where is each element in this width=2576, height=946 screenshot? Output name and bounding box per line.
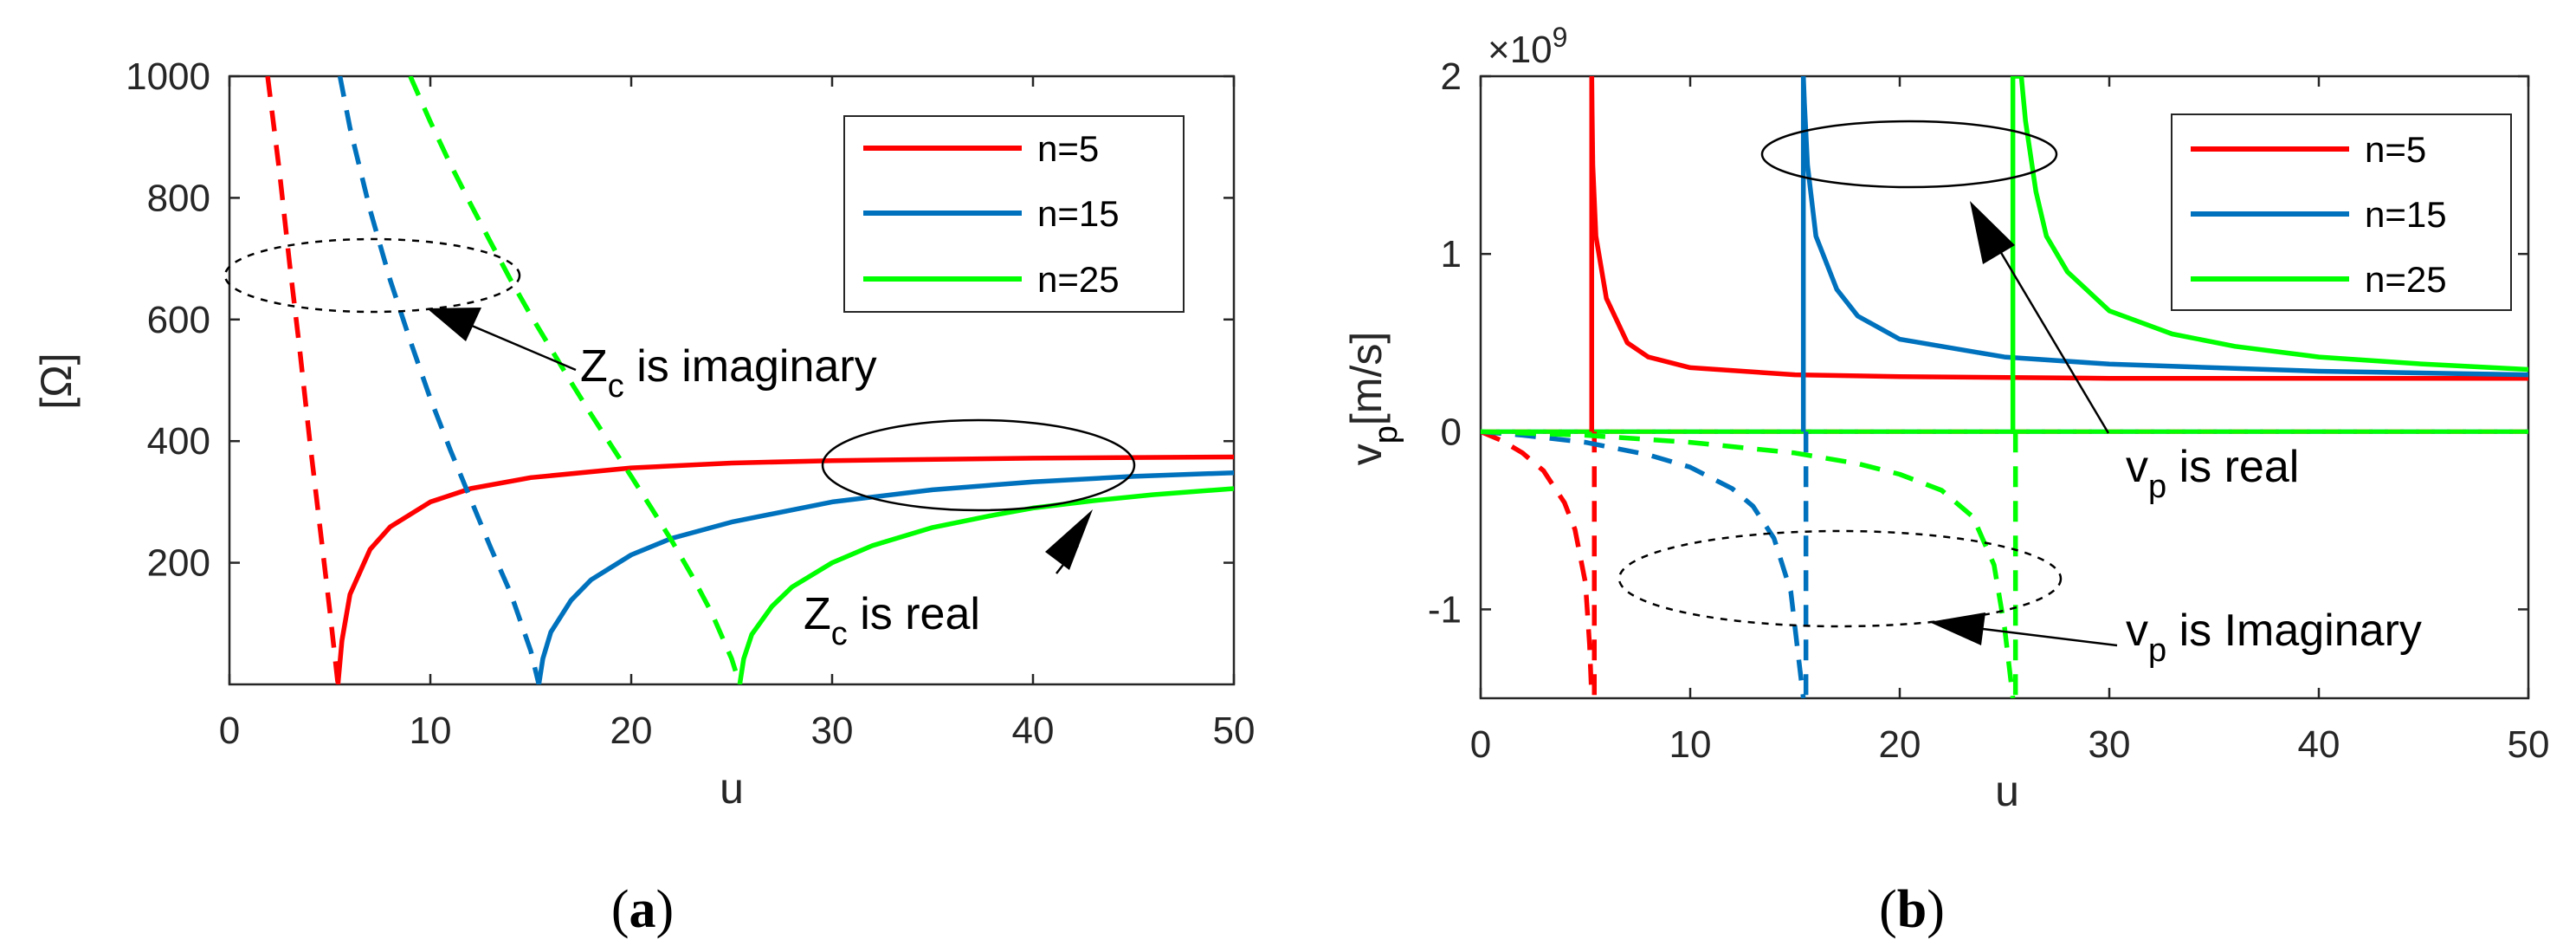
y-tick-label-b: 2 [1441, 55, 1462, 98]
real-curve-n25-a [737, 486, 1234, 684]
ellipse-imaginary-b [1617, 529, 2063, 628]
series-group-a [265, 76, 1234, 684]
legend-label-n5-b: n=5 [2365, 129, 2426, 170]
axis-ticks-a: 0 10 20 30 40 50 200 400 600 800 1000 [126, 55, 1255, 752]
legend-label-n15-a: n=15 [1037, 193, 1120, 234]
arrow-line-imaginary-a [471, 324, 577, 372]
annotation-zc-real: Zc is real [804, 589, 980, 652]
arrow-line-real-b [1998, 250, 2110, 434]
ellipse-imaginary-a [223, 237, 521, 314]
panel-b: 0 10 20 30 40 50 -1 0 1 2 ×109 n=5 n=15 n=25 vp i… [1342, 22, 2549, 939]
imaginary-curve-n5-b [1481, 429, 1595, 698]
legend-label-n25-a: n=25 [1037, 259, 1120, 300]
legend-label-n25-b: n=25 [2365, 259, 2447, 300]
y-axis-label-b: vp[m/s] [1342, 332, 1404, 465]
caption-a: (a) [611, 880, 674, 939]
y-tick-label-a: 400 [147, 420, 210, 463]
legend-b: n=5 n=15 n=25 [2171, 113, 2512, 311]
arrowhead-imaginary-a [427, 308, 481, 341]
imaginary-curve-n5-a [265, 76, 341, 684]
arrowhead-real-b [1970, 201, 2015, 264]
x-tick-label-b: 40 [2298, 723, 2340, 766]
real-curve-n15-b [1800, 76, 2528, 378]
x-tick-label-b: 20 [1879, 723, 1921, 766]
x-tick-label-a: 10 [410, 710, 452, 752]
x-tick-label-a: 20 [610, 710, 653, 752]
arrowhead-imaginary-b [1929, 612, 1985, 645]
axis-ticks-b: 0 10 20 30 40 50 -1 0 1 2 [1428, 55, 2550, 766]
arrowhead-real-a [1045, 509, 1093, 570]
arrow-line-imaginary-b [1982, 627, 2118, 647]
imaginary-curve-n15-b [1481, 429, 1806, 698]
x-tick-label-b: 30 [2089, 723, 2131, 766]
y-tick-label-b: 0 [1441, 411, 1462, 453]
x-tick-label-b: 50 [2508, 723, 2550, 766]
legend-label-n5-a: n=5 [1037, 128, 1099, 169]
imaginary-curve-n25-a [408, 76, 742, 684]
ellipse-real-b [1760, 120, 2058, 189]
y-tick-label-a: 600 [147, 299, 210, 341]
x-tick-label-a: 40 [1012, 710, 1055, 752]
x-tick-label-a: 50 [1213, 710, 1256, 752]
ellipse-real-a [821, 418, 1136, 512]
annotation-zc-imaginary: Zc is imaginary [580, 341, 877, 405]
y-axis-label-a: [Ω] [32, 353, 81, 409]
annotation-vp-imaginary: vp is Imaginary [2126, 606, 2422, 669]
real-curve-n25-b [2012, 76, 2528, 373]
legend-a: n=5 n=15 n=25 [843, 115, 1185, 313]
x-tick-label-a: 0 [219, 710, 240, 752]
x-axis-label-a: u [720, 764, 744, 813]
y-tick-label-a: 200 [147, 542, 210, 585]
y-tick-label-a: 800 [147, 177, 210, 219]
x-tick-label-b: 0 [1470, 723, 1491, 766]
y-scale-factor-b: ×109 [1488, 22, 1567, 71]
series-group-b [1481, 76, 2528, 698]
real-curve-n5-a [335, 454, 1234, 684]
imaginary-curve-n25-b [1481, 429, 2016, 698]
y-tick-label-b: 1 [1441, 233, 1462, 275]
caption-b: (b) [1879, 880, 1945, 939]
y-tick-label-b: -1 [1428, 588, 1462, 631]
x-tick-label-a: 30 [811, 710, 854, 752]
x-axis-label-b: u [1995, 767, 2019, 815]
panel-a: 0 10 20 30 40 50 200 400 600 800 1000 n=5 n=15 n=2… [32, 55, 1255, 939]
y-tick-label-a: 1000 [126, 55, 210, 98]
annotation-vp-real: vp is real [2126, 442, 2299, 505]
x-tick-label-b: 10 [1669, 723, 1712, 766]
legend-label-n15-b: n=15 [2365, 194, 2447, 235]
imaginary-curve-n15-a [337, 76, 541, 684]
